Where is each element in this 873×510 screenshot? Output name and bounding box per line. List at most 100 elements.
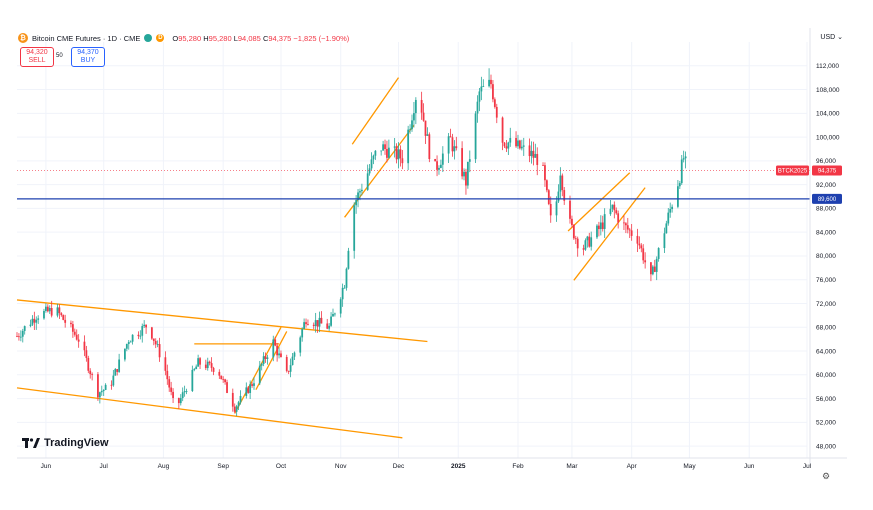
candle-body <box>557 191 560 202</box>
trendline[interactable] <box>255 331 288 390</box>
candle-body <box>596 225 598 238</box>
candle-body <box>249 384 252 393</box>
time-tick-label: Jun <box>744 463 755 470</box>
candle-body <box>127 342 130 345</box>
candle-body <box>669 209 672 213</box>
chart-header: ₿ Bitcoin CME Futures · 1D · CME D O95,2… <box>18 30 349 46</box>
trendline[interactable] <box>344 124 415 218</box>
candle-body <box>576 238 579 249</box>
candle-body <box>395 146 398 160</box>
candle-body <box>251 384 253 386</box>
gear-icon[interactable]: ⚙ <box>822 471 831 481</box>
trendline[interactable] <box>573 187 646 281</box>
candle-body <box>70 322 72 325</box>
candle-body <box>466 161 469 186</box>
candle-body <box>197 358 200 367</box>
candle-body <box>85 350 88 358</box>
candle-body <box>35 319 38 323</box>
candle-body <box>264 356 267 359</box>
time-tick-label: Apr <box>627 463 638 470</box>
price-tick-label: 112,000 <box>816 63 839 70</box>
market-open-dot-icon <box>144 34 153 42</box>
candle-body <box>247 387 250 393</box>
candle-body <box>505 146 508 149</box>
currency-selector[interactable]: USD ⌄ <box>820 33 843 41</box>
candle-body <box>640 245 643 249</box>
candle-body <box>150 327 153 339</box>
candle-body <box>208 361 211 364</box>
time-axis[interactable]: Jun Jul Aug Sep Oct Nov Dec 2025 Feb Mar Apr May Jun… <box>17 457 847 470</box>
candle-body <box>16 336 18 337</box>
candle-body <box>204 364 207 369</box>
trendline-group[interactable] <box>16 77 646 439</box>
candle-body <box>368 168 371 174</box>
price-tick-label: 52,000 <box>816 420 836 427</box>
candle-body <box>380 150 383 152</box>
candle-body <box>572 225 575 239</box>
open-value: 95,280 <box>178 33 202 43</box>
candle-body <box>413 113 415 121</box>
buy-button[interactable]: 94,370 BUY <box>71 47 105 67</box>
candle-body <box>164 357 167 371</box>
candle-body <box>104 384 107 390</box>
candle-body <box>680 159 683 184</box>
candle-body <box>23 326 26 331</box>
price-axis[interactable]: 48,000 52,000 56,000 60,000 64,000 68,000 72,0… <box>809 28 840 466</box>
candle-body <box>636 235 639 244</box>
trendline[interactable] <box>351 77 400 145</box>
time-tick-label: Oct <box>276 463 286 470</box>
candle-body <box>131 334 134 342</box>
candle-body <box>179 398 182 404</box>
candle-body <box>260 363 263 366</box>
candle-body <box>677 186 679 207</box>
buy-label: BUY <box>80 57 96 64</box>
candle-body <box>436 161 438 170</box>
candle-body <box>253 383 255 386</box>
candle-body <box>231 392 234 407</box>
trendline[interactable] <box>567 172 631 232</box>
candle-body <box>582 248 585 250</box>
candle-body <box>530 150 533 157</box>
candle-body <box>414 99 417 114</box>
candle-body <box>224 379 226 383</box>
candle-series <box>16 68 687 417</box>
candle-body <box>586 236 589 241</box>
candle-body <box>420 99 423 113</box>
candle-body <box>158 344 161 358</box>
candle-body <box>218 371 221 376</box>
candle-body <box>650 262 652 275</box>
candle-body <box>657 248 660 259</box>
candle-body <box>114 369 117 376</box>
candle-body <box>665 223 668 234</box>
trendline[interactable] <box>16 299 428 343</box>
trendline[interactable] <box>16 387 403 439</box>
candle-body <box>623 222 625 224</box>
horizontal-line-group[interactable] <box>17 170 810 200</box>
candle-body <box>280 353 282 358</box>
price-tick-label: 84,000 <box>816 229 836 236</box>
candle-body <box>515 138 517 147</box>
candle-body <box>316 320 319 327</box>
candle-body <box>507 142 510 149</box>
time-tick-label: 2025 <box>451 463 466 470</box>
symbol-title[interactable]: Bitcoin CME Futures · 1D · CME <box>32 33 141 43</box>
candle-body <box>116 369 119 372</box>
candle-body <box>611 204 614 209</box>
candle-body <box>374 150 377 156</box>
candle-body <box>615 210 618 214</box>
candle-body <box>663 233 666 249</box>
candle-body <box>60 313 63 316</box>
close-label: C <box>262 33 269 43</box>
candle-body <box>461 148 463 177</box>
candle-body <box>509 138 512 143</box>
high-value: 95,280 <box>208 33 232 43</box>
price-tick-label: 108,000 <box>816 87 840 94</box>
candle-body <box>370 159 373 169</box>
sell-button[interactable]: 94,320 SELL <box>20 47 54 67</box>
candle-body <box>339 299 342 314</box>
candle-body <box>71 324 74 332</box>
ohlc-readout: O95,280 H95,280 L94,085 C94,375 −1,825 (… <box>172 34 349 43</box>
price-label-group: BTCK2025 94,375 89,600 <box>776 165 842 204</box>
candle-body <box>328 325 331 329</box>
